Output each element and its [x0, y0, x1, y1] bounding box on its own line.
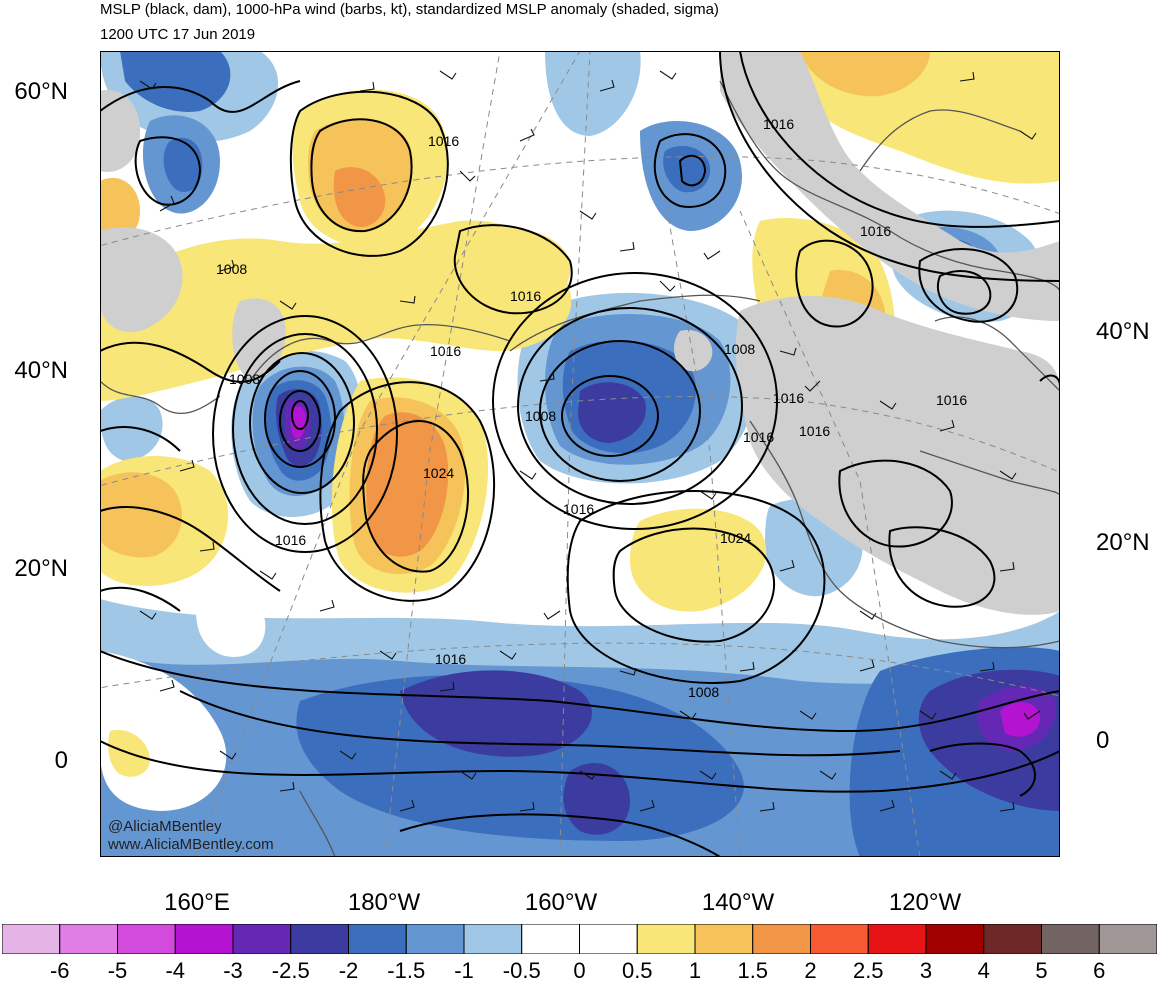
isobar-label: 1016	[936, 392, 967, 408]
map-panel: 1016 1008 1016 1016 1016 1008 1008 1016 …	[100, 51, 1060, 857]
colorbar-swatch	[694, 924, 754, 954]
isobar-label: 1016	[275, 532, 306, 548]
wind-barbs	[139, 70, 1041, 812]
credit-website: www.AliciaMBentley.com	[108, 836, 274, 853]
negative-anomaly-shading	[100, 51, 1060, 857]
colorbar-swatch	[290, 924, 349, 954]
lon-label: 160°W	[524, 889, 598, 916]
colorbar-swatch	[1098, 924, 1157, 954]
colorbar-swatch	[405, 924, 465, 954]
colorbar-tick-label: -0.5	[502, 958, 541, 983]
colorbar-tick-label: 0	[573, 958, 586, 983]
colorbar-tick-label: 1.5	[737, 958, 769, 983]
colorbar-swatch	[174, 924, 234, 954]
isobar-label: 1016	[430, 343, 461, 359]
colorbar-swatch	[810, 924, 869, 954]
colorbar-tick-label: -5	[107, 958, 128, 983]
title: MSLP (black, dam), 1000-hPa wind (barbs,…	[100, 1, 719, 18]
colorbar-swatch	[463, 924, 523, 954]
isobar-label: 1008	[525, 408, 556, 424]
colorbar-tick-label: 2.5	[852, 958, 884, 983]
isobar-label: 1016	[428, 133, 459, 149]
colorbar-tick-label: -2	[338, 958, 359, 983]
isobar-label: 1008	[229, 371, 260, 387]
lon-label: 120°W	[888, 889, 962, 916]
colorbar-tick-label: 2	[804, 958, 817, 983]
lat-label-left: 20°N	[14, 555, 68, 582]
colorbar-tick-label: -6	[49, 958, 70, 983]
isobar-label: 1016	[510, 288, 541, 304]
colorbar	[2, 924, 1157, 954]
lat-label-right: 20°N	[1096, 529, 1150, 556]
colorbar-tick-label: -1.5	[387, 958, 426, 983]
isobar-label: 1024	[720, 530, 751, 546]
colorbar-swatch	[983, 924, 1042, 954]
isobar-label: 1016	[799, 423, 830, 439]
isobars	[100, 51, 1060, 857]
lat-label-left: 0	[54, 747, 68, 774]
colorbar-swatch	[348, 924, 407, 954]
colorbar-tick-label: 1	[688, 958, 702, 983]
colorbar-tick-label: -4	[165, 958, 186, 983]
valid-time: 1200 UTC 17 Jun 2019	[100, 26, 256, 43]
lon-label: 140°W	[701, 889, 775, 916]
graticule	[100, 51, 1060, 857]
colorbar-swatch	[636, 924, 696, 954]
colorbar-swatch	[521, 924, 580, 954]
colorbar-swatch	[579, 924, 638, 954]
lat-label-right: 40°N	[1096, 318, 1150, 345]
lat-label-left: 40°N	[14, 357, 68, 384]
colorbar-swatch	[867, 924, 927, 954]
colorbar-swatch	[232, 924, 292, 954]
colorbar-tick-label: -3	[223, 958, 243, 983]
isobar-label: 1016	[773, 390, 804, 406]
colorbar-tick-label: 0.5	[621, 958, 653, 983]
lat-label-right: 0	[1096, 727, 1110, 754]
isobar-label: 1024	[423, 465, 454, 481]
isobar-label: 1016	[763, 116, 794, 132]
isobar-label: 1008	[216, 261, 247, 277]
isobar-labels: 1016 1008 1016 1016 1016 1008 1008 1016 …	[216, 116, 967, 700]
colorbar-swatch	[925, 924, 985, 954]
colorbar-tick-label: 6	[1093, 958, 1106, 983]
colorbar-swatch	[117, 924, 176, 954]
colorbar-swatch	[59, 924, 118, 954]
isobar-label: 1016	[435, 651, 466, 667]
credit-handle: @AliciaMBentley	[108, 818, 222, 835]
land-mask	[100, 51, 1060, 615]
colorbar-swatch	[752, 924, 811, 954]
isobar-label: 1008	[724, 341, 755, 357]
colorbar-tick-label: -1	[454, 958, 474, 983]
lon-label: 160°E	[164, 889, 230, 916]
colorbar-tick-label: -2.5	[271, 958, 310, 983]
isobar-label: 1016	[563, 501, 594, 517]
lat-label-left: 60°N	[14, 78, 68, 105]
colorbar-swatch	[1041, 924, 1100, 954]
colorbar-tick-label: 5	[1035, 958, 1048, 983]
lon-label: 180°W	[347, 889, 421, 916]
isobar-label: 1008	[688, 684, 719, 700]
colorbar-tick-label: 3	[919, 958, 933, 983]
isobar-label: 1016	[743, 429, 774, 445]
isobar-label: 1016	[860, 223, 891, 239]
colorbar-swatch	[2, 924, 61, 954]
colorbar-tick-label: 4	[977, 958, 990, 983]
